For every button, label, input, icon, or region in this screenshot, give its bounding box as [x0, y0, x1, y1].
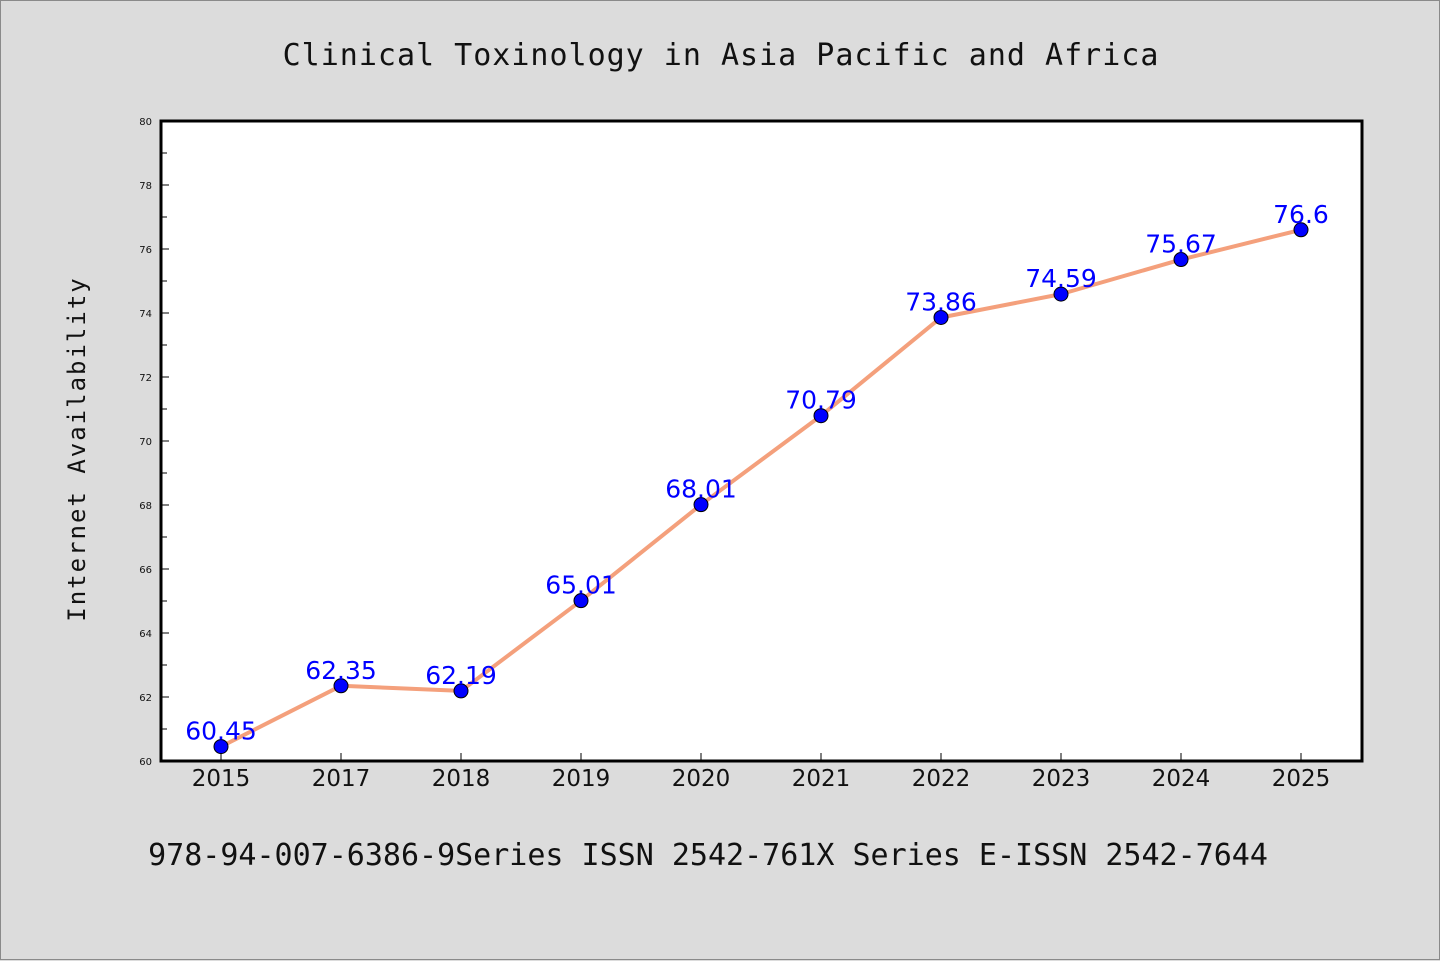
y-tick-label: 60: [139, 757, 152, 768]
x-tick-label: 2024: [1152, 766, 1211, 792]
y-tick-label: 66: [139, 565, 152, 576]
series-line: [219, 227, 1303, 749]
plot-area: [159, 119, 1364, 763]
data-label: 76.6: [1273, 200, 1329, 229]
x-tick-label: 2025: [1272, 766, 1331, 792]
data-point: [213, 739, 229, 755]
data-point: [573, 593, 589, 609]
y-tick-label: 70: [139, 437, 152, 448]
x-tick-label: 2019: [552, 766, 611, 792]
y-tick-label: 80: [139, 117, 152, 128]
data-label: 68.01: [665, 475, 737, 504]
series-line-group: [219, 227, 1303, 749]
data-point: [1293, 222, 1309, 238]
y-axis-label: Internet Availability: [63, 276, 91, 621]
data-point: [1053, 286, 1069, 302]
y-tick-label: 76: [139, 245, 152, 256]
chart-title: Clinical Toxinology in Asia Pacific and …: [283, 38, 1160, 73]
y-tick-label: 74: [139, 309, 152, 320]
data-label: 65.01: [545, 571, 617, 600]
x-tick-label: 2017: [312, 766, 371, 792]
data-label: 75.67: [1145, 230, 1217, 259]
y-tick-label: 62: [139, 693, 152, 704]
x-tick-label: 2022: [912, 766, 971, 792]
data-label: 70.79: [785, 386, 857, 415]
data-label: 74.59: [1025, 264, 1097, 293]
x-axis: 2015 2017 2018 2019 2020 2021 2022 2023 2024 2025: [192, 753, 1331, 792]
x-tick-label: 2021: [792, 766, 851, 792]
y-tick-label: 64: [139, 629, 152, 640]
data-label: 62.35: [305, 656, 377, 685]
data-point: [453, 683, 469, 699]
data-point: [1173, 252, 1189, 268]
x-tick-label: 2015: [192, 766, 251, 792]
y-tick-label: 68: [139, 501, 152, 512]
x-tick-label: 2023: [1032, 766, 1091, 792]
data-point: [333, 678, 349, 694]
x-tick-label: 2020: [672, 766, 731, 792]
y-tick-label: 72: [139, 373, 152, 384]
data-label: 73.86: [905, 287, 977, 316]
y-axis: 60 62 64 66 68 70 72 74 76 78 80: [139, 117, 169, 768]
markers-group: [213, 222, 1309, 755]
data-point: [813, 408, 829, 424]
y-tick-label: 78: [139, 181, 152, 192]
data-point: [693, 497, 709, 513]
data-point: [933, 309, 949, 325]
footer-text: 978-94-007-6386-9Series ISSN 2542-761X S…: [148, 838, 1268, 873]
data-label: 60.45: [185, 717, 257, 746]
data-label: 62.19: [425, 661, 497, 690]
x-tick-label: 2018: [432, 766, 491, 792]
data-labels-group: 60.45 62.35 62.19 65.01 68.01 70.79 73.86 74.59…: [185, 200, 1329, 746]
